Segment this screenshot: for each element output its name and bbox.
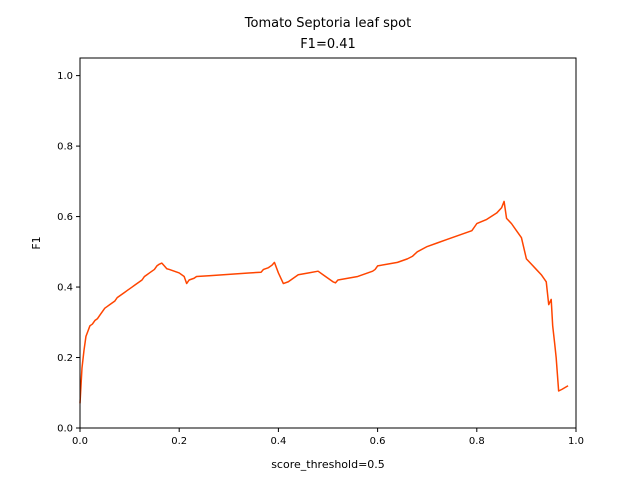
y-tick-label: 0.6 bbox=[57, 212, 73, 223]
y-tick-label: 0.8 bbox=[57, 142, 73, 153]
plot-frame bbox=[79, 57, 577, 429]
y-axis-label: F1 bbox=[30, 236, 43, 249]
chart-title: Tomato Septoria leaf spot bbox=[244, 16, 411, 31]
axis-ticks: 0.0 0.2 0.4 0.6 0.8 1.0 0.0 0.2 0.4 0.6 0.8 1.0 bbox=[57, 71, 584, 447]
y-tick-label: 1.0 bbox=[57, 71, 73, 82]
y-tick-label: 0.4 bbox=[57, 283, 73, 294]
x-tick-label: 0.8 bbox=[469, 436, 485, 447]
x-axis-label: score_threshold=0.5 bbox=[271, 458, 385, 471]
x-tick-label: 1.0 bbox=[568, 436, 584, 447]
f1-series-line bbox=[79, 200, 569, 404]
plot-area bbox=[79, 200, 569, 404]
y-tick-label: 0.0 bbox=[57, 424, 73, 435]
x-tick-label: 0.4 bbox=[270, 436, 286, 447]
chart-subtitle: F1=0.41 bbox=[300, 37, 356, 52]
x-tick-label: 0.0 bbox=[72, 436, 88, 447]
x-tick-label: 0.2 bbox=[171, 436, 187, 447]
x-tick-label: 0.6 bbox=[370, 436, 386, 447]
y-tick-label: 0.2 bbox=[57, 353, 73, 364]
